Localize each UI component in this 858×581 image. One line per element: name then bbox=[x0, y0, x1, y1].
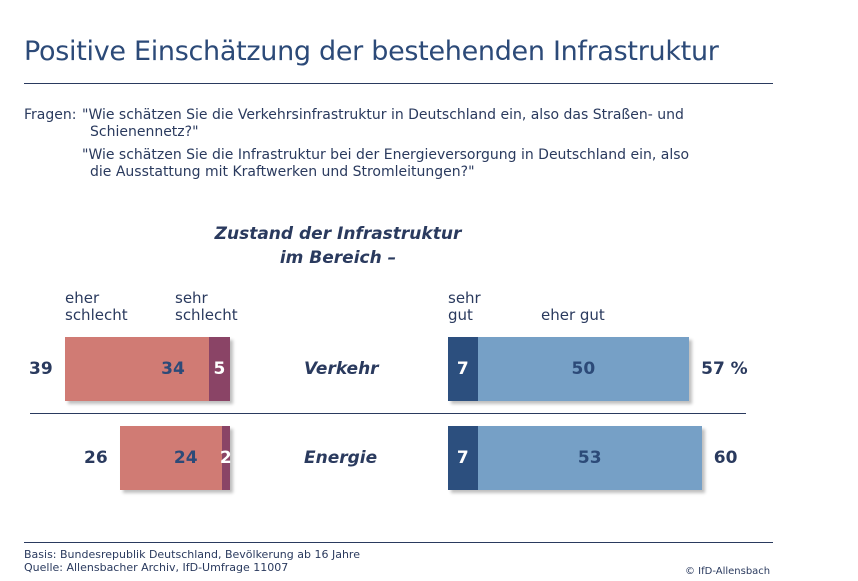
data-label: 24 bbox=[173, 448, 198, 468]
positive-total: 60 bbox=[713, 448, 738, 468]
data-label: 5 bbox=[213, 359, 226, 379]
legend-eher-schlecht: eher schlecht bbox=[65, 290, 128, 324]
chart-subtitle-line-2: im Bereich – bbox=[279, 248, 397, 268]
question-2-line-2: die Ausstattung mit Kraftwerken und Stro… bbox=[90, 164, 475, 180]
data-label: 2 bbox=[219, 448, 232, 468]
negative-bar: 34 5 bbox=[65, 337, 230, 401]
category-label: Verkehr bbox=[304, 359, 379, 379]
bar-segment-sehr-gut: 7 bbox=[448, 337, 478, 401]
positive-bar: 7 53 bbox=[448, 426, 702, 490]
title-divider bbox=[24, 83, 773, 84]
footer-copyright: © IfD-Allensbach bbox=[685, 566, 771, 577]
question-1-line-1: "Wie schätzen Sie die Verkehrsinfrastruk… bbox=[82, 107, 684, 123]
negative-total: 26 bbox=[84, 448, 108, 468]
data-label: 7 bbox=[456, 448, 469, 468]
bar-segment-eher-gut: 53 bbox=[477, 426, 702, 490]
legend-label: eher bbox=[65, 289, 100, 307]
footer-basis: Basis: Bundesrepublik Deutschland, Bevöl… bbox=[24, 548, 360, 561]
chart-subtitle-line-1: Zustand der Infrastruktur bbox=[214, 224, 462, 244]
question-2-line-1: "Wie schätzen Sie die Infrastruktur bei … bbox=[82, 147, 690, 163]
legend-label: sehr bbox=[175, 289, 208, 307]
positive-total: 57 % bbox=[701, 359, 748, 379]
legend-label: schlecht bbox=[175, 306, 238, 324]
chart-subtitle: Zustand der Infrastruktur im Bereich – bbox=[200, 222, 476, 270]
row-divider bbox=[30, 413, 746, 414]
page-title: Positive Einschätzung der bestehenden In… bbox=[24, 36, 719, 67]
positive-bar: 7 50 bbox=[448, 337, 690, 401]
question-1-line-2: Schienennetz?" bbox=[90, 124, 199, 140]
bar-segment-sehr-schlecht: 2 bbox=[219, 426, 232, 490]
data-label: 34 bbox=[161, 359, 185, 379]
footer-divider bbox=[24, 542, 773, 543]
legend-sehr-gut: sehr gut bbox=[448, 290, 481, 324]
questions-prefix: Fragen: bbox=[24, 107, 77, 123]
bar-segment-sehr-schlecht: 5 bbox=[208, 337, 230, 401]
negative-bar: 24 2 bbox=[120, 426, 232, 490]
data-label: 7 bbox=[456, 359, 469, 379]
legend-eher-gut: eher gut bbox=[541, 306, 605, 324]
legend-label: sehr bbox=[448, 289, 481, 307]
bar-segment-eher-gut: 50 bbox=[477, 337, 690, 401]
bar-segment-eher-schlecht: 24 bbox=[120, 426, 222, 490]
data-label: 53 bbox=[577, 448, 602, 468]
bar-segment-eher-schlecht: 34 bbox=[65, 337, 209, 401]
footer-source: Quelle: Allensbacher Archiv, IfD-Umfrage… bbox=[24, 561, 289, 574]
legend-label: schlecht bbox=[65, 306, 128, 324]
legend-sehr-schlecht: sehr schlecht bbox=[175, 290, 238, 324]
data-label: 50 bbox=[571, 359, 596, 379]
legend-label: gut bbox=[448, 306, 473, 324]
category-label: Energie bbox=[304, 448, 378, 468]
bar-segment-sehr-gut: 7 bbox=[448, 426, 478, 490]
negative-total: 39 bbox=[29, 359, 53, 379]
